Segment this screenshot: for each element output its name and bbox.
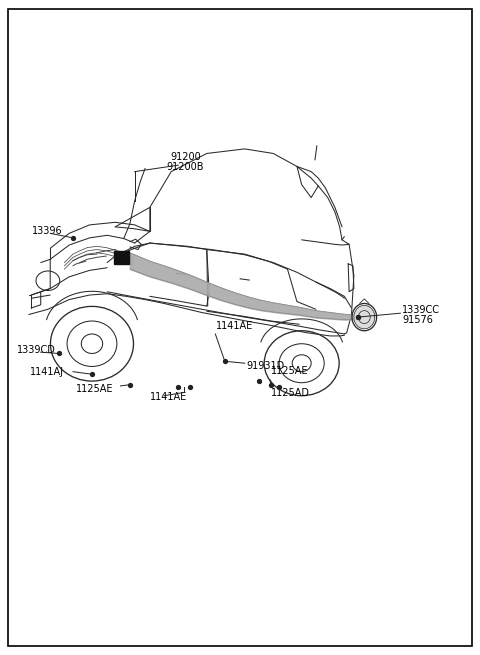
Text: 1339CD: 1339CD [17, 345, 56, 355]
Text: 13396: 13396 [32, 227, 63, 236]
Text: 1141AE: 1141AE [150, 392, 187, 402]
Text: 1125AE: 1125AE [76, 384, 114, 394]
Text: 91576: 91576 [402, 314, 433, 325]
Text: 1125AE: 1125AE [271, 365, 308, 375]
Text: 1125AD: 1125AD [271, 388, 310, 398]
Text: 1141AE: 1141AE [216, 321, 253, 331]
Text: 1339CC: 1339CC [402, 305, 440, 315]
Text: 91931D: 91931D [246, 362, 285, 371]
Text: 1141AJ: 1141AJ [30, 367, 64, 377]
Polygon shape [354, 305, 375, 329]
Text: 91200B: 91200B [167, 162, 204, 172]
Text: 91200: 91200 [170, 152, 201, 162]
Bar [114, 251, 129, 264]
